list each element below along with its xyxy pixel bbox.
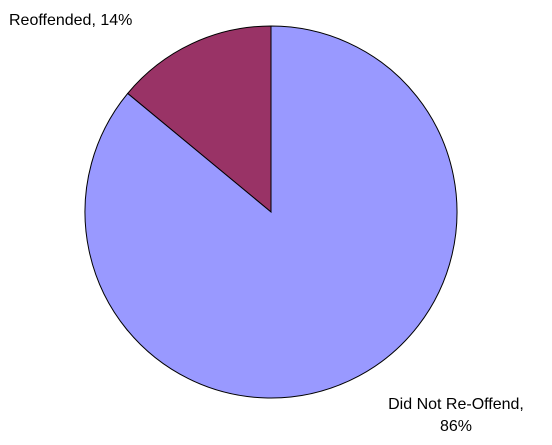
pie-slices — [84, 25, 458, 399]
slice-label-line: 86% — [440, 418, 472, 435]
pie-slice-did-not-re-offend — [84, 25, 458, 399]
slice-label-line: Did Not Re-Offend, — [388, 396, 524, 413]
slice-label-did-not-re-offend: Did Not Re-Offend, 86% — [388, 396, 524, 435]
pie-labels: Reoffended, 14% Did Not Re-Offend, 86% — [9, 12, 524, 435]
slice-label-reoffended: Reoffended, 14% — [9, 12, 132, 29]
pie-slice-reoffended — [126, 25, 272, 214]
